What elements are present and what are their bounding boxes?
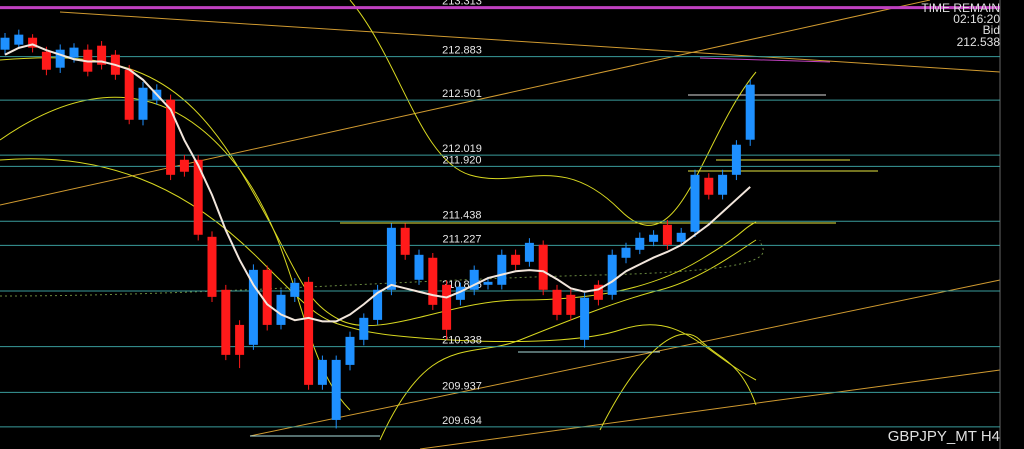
candle-body: [718, 174, 728, 195]
candle-body: [428, 257, 438, 305]
candle-body: [414, 254, 424, 280]
candle-body: [193, 159, 203, 235]
candle-body: [731, 144, 741, 175]
chart-title: GBPJPY_MT H4: [888, 428, 1000, 445]
price-axis: [1000, 0, 1024, 449]
candle-body: [124, 69, 134, 120]
candle-body: [97, 45, 107, 65]
candle-body: [635, 237, 645, 250]
candle-body: [166, 99, 176, 175]
level-label: 212.019: [442, 143, 482, 155]
candle-body: [690, 174, 700, 232]
candle-body: [593, 284, 603, 300]
candle-body: [400, 227, 410, 255]
candle-body: [704, 177, 714, 195]
candle-body: [55, 49, 65, 68]
level-label: 211.920: [443, 154, 482, 166]
candle-body: [483, 281, 493, 285]
candle-body: [455, 286, 465, 300]
candle-body: [221, 289, 231, 355]
level-label: 213.313: [442, 0, 482, 8]
candle-body: [0, 37, 10, 50]
candle-body: [28, 37, 38, 48]
candle-body: [331, 359, 341, 420]
candle-body: [538, 244, 548, 290]
candle-body: [235, 324, 245, 355]
candle-body: [359, 317, 369, 340]
candle-body: [373, 289, 383, 320]
candle-body: [511, 254, 521, 265]
level-label: 212.501: [442, 88, 482, 100]
candle-body: [69, 47, 79, 58]
candle-body: [649, 234, 659, 242]
info-panel: TIME REMAIN 02:16:20 Bid 212.538: [921, 1, 1000, 49]
candle-body: [207, 236, 217, 297]
candle-body: [662, 224, 672, 245]
candle-body: [745, 84, 755, 140]
candle-body: [138, 87, 148, 120]
info-text: TIME REMAIN: [921, 1, 1000, 15]
candle-body: [304, 281, 314, 385]
candle-body: [386, 227, 396, 290]
moving-average: [4, 43, 751, 323]
candle-body: [179, 159, 189, 172]
candle-body: [676, 232, 686, 242]
trendlines: [0, 0, 1001, 449]
info-text: 02:16:20: [953, 12, 1000, 26]
candle-body: [248, 269, 258, 345]
level-label: 212.883: [442, 45, 482, 57]
level-label: 209.634: [442, 415, 482, 427]
level-label: 211.227: [443, 233, 482, 245]
candle-body: [290, 282, 300, 297]
info-text: 212.538: [957, 35, 1001, 49]
candle-body: [276, 294, 286, 325]
candle-body: [580, 297, 590, 340]
candle-body: [14, 34, 24, 45]
candle-body: [442, 284, 452, 330]
candle-body: [262, 269, 272, 325]
candle-body: [607, 254, 617, 295]
info-text: Bid: [983, 23, 1000, 37]
level-label: 209.937: [442, 380, 482, 392]
candle-body: [566, 294, 576, 315]
candle-body: [497, 254, 507, 285]
candle-body: [524, 242, 534, 262]
level-label: 210.338: [442, 335, 482, 347]
candle-body: [552, 289, 562, 315]
candle-body: [345, 336, 355, 365]
level-label: 211.438: [443, 209, 482, 221]
candle-body: [41, 51, 51, 70]
candle-body: [317, 359, 327, 385]
candle-body: [621, 247, 631, 258]
candle-body: [469, 269, 479, 290]
